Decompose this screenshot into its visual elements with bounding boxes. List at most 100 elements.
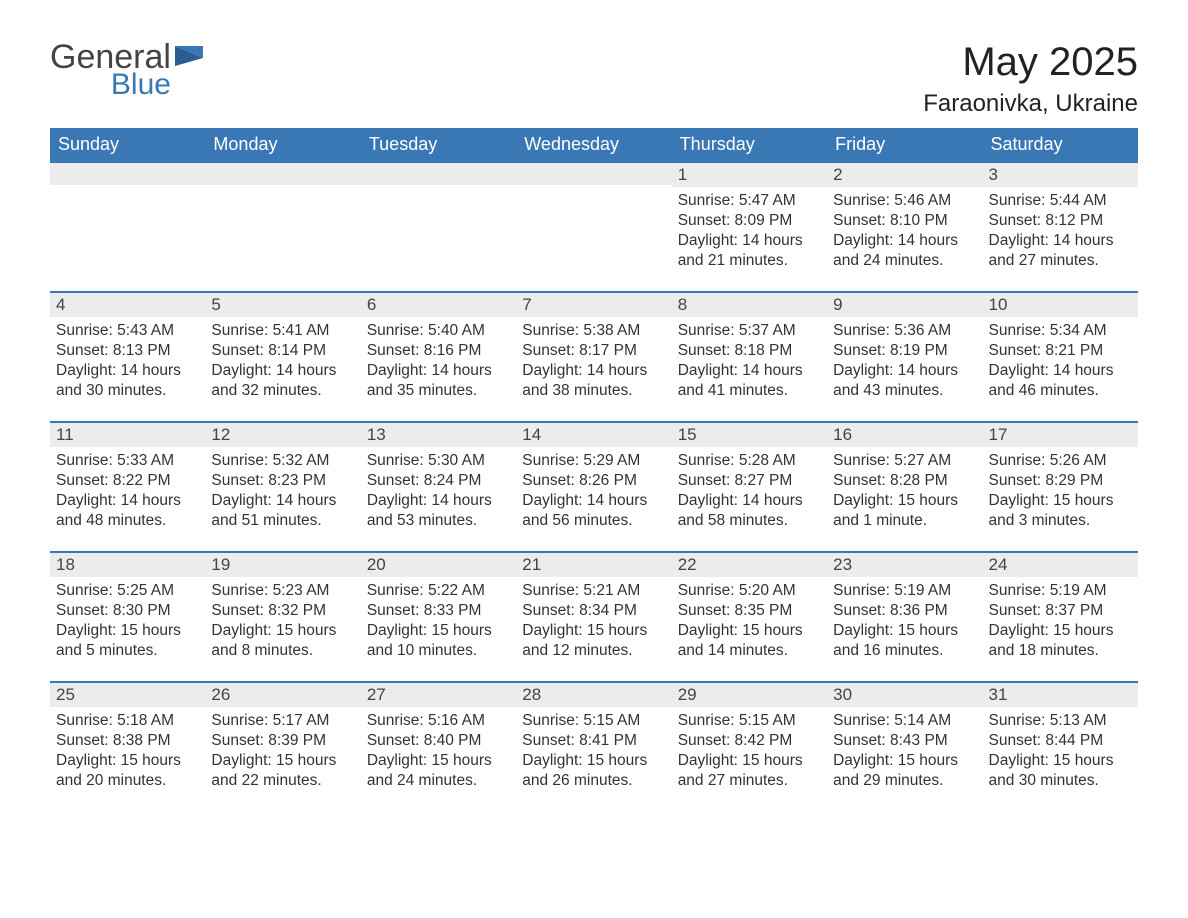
sunset-text: Sunset: 8:29 PM <box>989 471 1132 491</box>
sunrise-text: Sunrise: 5:21 AM <box>522 581 665 601</box>
sunrise-text: Sunrise: 5:16 AM <box>367 711 510 731</box>
location-label: Faraonivka, Ukraine <box>923 90 1138 118</box>
day-number: 16 <box>827 421 982 447</box>
sunrise-text: Sunrise: 5:13 AM <box>989 711 1132 731</box>
calendar-cell <box>205 161 360 291</box>
sunset-text: Sunset: 8:13 PM <box>56 341 199 361</box>
day-details: Sunrise: 5:29 AMSunset: 8:26 PMDaylight:… <box>516 447 671 538</box>
calendar-cell: 10Sunrise: 5:34 AMSunset: 8:21 PMDayligh… <box>983 291 1138 421</box>
sunset-text: Sunset: 8:37 PM <box>989 601 1132 621</box>
daylight-text: Daylight: 14 hours and 43 minutes. <box>833 361 976 401</box>
daylight-text: Daylight: 14 hours and 58 minutes. <box>678 491 821 531</box>
day-details: Sunrise: 5:32 AMSunset: 8:23 PMDaylight:… <box>205 447 360 538</box>
day-details: Sunrise: 5:19 AMSunset: 8:37 PMDaylight:… <box>983 577 1138 668</box>
calendar-cell: 12Sunrise: 5:32 AMSunset: 8:23 PMDayligh… <box>205 421 360 551</box>
calendar-cell: 9Sunrise: 5:36 AMSunset: 8:19 PMDaylight… <box>827 291 982 421</box>
sunset-text: Sunset: 8:32 PM <box>211 601 354 621</box>
header-row: General Blue May 2025 Faraonivka, Ukrain… <box>50 40 1138 118</box>
day-details: Sunrise: 5:30 AMSunset: 8:24 PMDaylight:… <box>361 447 516 538</box>
calendar-cell: 24Sunrise: 5:19 AMSunset: 8:37 PMDayligh… <box>983 551 1138 681</box>
empty-day-header <box>50 161 205 185</box>
day-details: Sunrise: 5:34 AMSunset: 8:21 PMDaylight:… <box>983 317 1138 408</box>
sunset-text: Sunset: 8:24 PM <box>367 471 510 491</box>
calendar-cell: 11Sunrise: 5:33 AMSunset: 8:22 PMDayligh… <box>50 421 205 551</box>
sunrise-text: Sunrise: 5:29 AM <box>522 451 665 471</box>
calendar-cell: 26Sunrise: 5:17 AMSunset: 8:39 PMDayligh… <box>205 681 360 811</box>
day-number: 7 <box>516 291 671 317</box>
empty-day-header <box>205 161 360 185</box>
sunset-text: Sunset: 8:30 PM <box>56 601 199 621</box>
daylight-text: Daylight: 15 hours and 16 minutes. <box>833 621 976 661</box>
day-header: Monday <box>205 128 360 161</box>
brand-logo: General Blue <box>50 40 207 100</box>
sunrise-text: Sunrise: 5:18 AM <box>56 711 199 731</box>
daylight-text: Daylight: 14 hours and 38 minutes. <box>522 361 665 401</box>
day-header: Thursday <box>672 128 827 161</box>
daylight-text: Daylight: 15 hours and 3 minutes. <box>989 491 1132 531</box>
day-details: Sunrise: 5:23 AMSunset: 8:32 PMDaylight:… <box>205 577 360 668</box>
sunrise-text: Sunrise: 5:14 AM <box>833 711 976 731</box>
day-details: Sunrise: 5:47 AMSunset: 8:09 PMDaylight:… <box>672 187 827 278</box>
sunrise-text: Sunrise: 5:41 AM <box>211 321 354 341</box>
calendar-cell: 18 Sunrise: 5:25 AMSunset: 8:30 PMDayligh… <box>50 551 205 681</box>
sunrise-text: Sunrise: 5:33 AM <box>56 451 199 471</box>
day-number: 11 <box>50 421 205 447</box>
daylight-text: Daylight: 14 hours and 41 minutes. <box>678 361 821 401</box>
sunset-text: Sunset: 8:21 PM <box>989 341 1132 361</box>
day-number: 15 <box>672 421 827 447</box>
sunset-text: Sunset: 8:26 PM <box>522 471 665 491</box>
day-number: 26 <box>205 681 360 707</box>
day-details: Sunrise: 5:13 AMSunset: 8:44 PMDaylight:… <box>983 707 1138 798</box>
calendar-row: 25Sunrise: 5:18 AMSunset: 8:38 PMDayligh… <box>50 681 1138 811</box>
day-details: Sunrise: 5:21 AMSunset: 8:34 PMDaylight:… <box>516 577 671 668</box>
sunrise-text: Sunrise: 5:22 AM <box>367 581 510 601</box>
daylight-text: Daylight: 15 hours and 24 minutes. <box>367 751 510 791</box>
calendar-cell: 6Sunrise: 5:40 AMSunset: 8:16 PMDaylight… <box>361 291 516 421</box>
empty-day-header <box>361 161 516 185</box>
calendar-cell: 15Sunrise: 5:28 AMSunset: 8:27 PMDayligh… <box>672 421 827 551</box>
day-number: 5 <box>205 291 360 317</box>
sunrise-text: Sunrise: 5:25 AM <box>56 581 199 601</box>
sunset-text: Sunset: 8:43 PM <box>833 731 976 751</box>
calendar-cell: 22Sunrise: 5:20 AMSunset: 8:35 PMDayligh… <box>672 551 827 681</box>
day-number: 4 <box>50 291 205 317</box>
sunrise-text: Sunrise: 5:17 AM <box>211 711 354 731</box>
day-details: Sunrise: 5:40 AMSunset: 8:16 PMDaylight:… <box>361 317 516 408</box>
sunset-text: Sunset: 8:27 PM <box>678 471 821 491</box>
day-details: Sunrise: 5:46 AMSunset: 8:10 PMDaylight:… <box>827 187 982 278</box>
calendar-cell <box>50 161 205 291</box>
calendar-cell: 14Sunrise: 5:29 AMSunset: 8:26 PMDayligh… <box>516 421 671 551</box>
day-number: 13 <box>361 421 516 447</box>
day-number: 19 <box>205 551 360 577</box>
day-details: Sunrise: 5:17 AMSunset: 8:39 PMDaylight:… <box>205 707 360 798</box>
calendar-table: SundayMondayTuesdayWednesdayThursdayFrid… <box>50 128 1138 811</box>
calendar-cell: 5Sunrise: 5:41 AMSunset: 8:14 PMDaylight… <box>205 291 360 421</box>
calendar-cell: 29Sunrise: 5:15 AMSunset: 8:42 PMDayligh… <box>672 681 827 811</box>
day-number: 14 <box>516 421 671 447</box>
daylight-text: Daylight: 15 hours and 10 minutes. <box>367 621 510 661</box>
sunrise-text: Sunrise: 5:46 AM <box>833 191 976 211</box>
daylight-text: Daylight: 14 hours and 48 minutes. <box>56 491 199 531</box>
brand-logo-text: General Blue <box>50 40 171 100</box>
daylight-text: Daylight: 14 hours and 35 minutes. <box>367 361 510 401</box>
sunrise-text: Sunrise: 5:34 AM <box>989 321 1132 341</box>
daylight-text: Daylight: 15 hours and 5 minutes. <box>56 621 199 661</box>
sunset-text: Sunset: 8:41 PM <box>522 731 665 751</box>
sunset-text: Sunset: 8:16 PM <box>367 341 510 361</box>
day-details: Sunrise: 5:28 AMSunset: 8:27 PMDaylight:… <box>672 447 827 538</box>
daylight-text: Daylight: 15 hours and 22 minutes. <box>211 751 354 791</box>
sunset-text: Sunset: 8:42 PM <box>678 731 821 751</box>
daylight-text: Daylight: 14 hours and 46 minutes. <box>989 361 1132 401</box>
day-number: 18 <box>50 551 205 577</box>
day-details: Sunrise: 5:22 AMSunset: 8:33 PMDaylight:… <box>361 577 516 668</box>
daylight-text: Daylight: 15 hours and 18 minutes. <box>989 621 1132 661</box>
day-details: Sunrise: 5:15 AMSunset: 8:41 PMDaylight:… <box>516 707 671 798</box>
calendar-cell: 17Sunrise: 5:26 AMSunset: 8:29 PMDayligh… <box>983 421 1138 551</box>
day-header: Saturday <box>983 128 1138 161</box>
calendar-body: 1Sunrise: 5:47 AMSunset: 8:09 PMDaylight… <box>50 161 1138 811</box>
calendar-cell: 16Sunrise: 5:27 AMSunset: 8:28 PMDayligh… <box>827 421 982 551</box>
day-header: Tuesday <box>361 128 516 161</box>
day-number: 24 <box>983 551 1138 577</box>
day-header: Sunday <box>50 128 205 161</box>
sunrise-text: Sunrise: 5:23 AM <box>211 581 354 601</box>
